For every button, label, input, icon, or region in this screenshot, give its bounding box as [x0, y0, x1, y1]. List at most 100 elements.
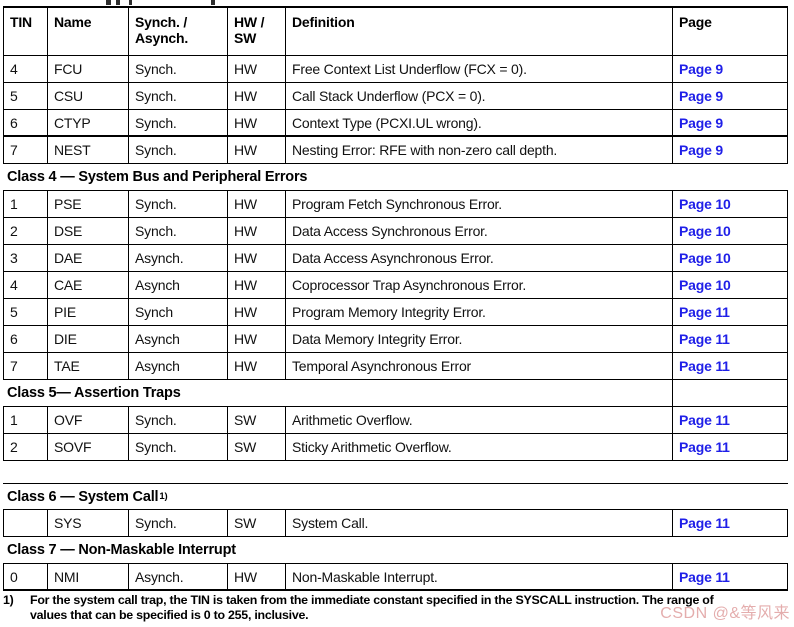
cell-name: CSU — [48, 83, 129, 109]
cell-page: Page 10 — [673, 245, 787, 271]
cell-definition: Coprocessor Trap Asynchronous Error. — [286, 272, 673, 298]
cell-sync-asynch: Synch. — [129, 137, 228, 163]
table-row: 5 PIE Synch HW Program Memory Integrity … — [3, 299, 788, 326]
cell-tin: 4 — [4, 56, 48, 82]
page-link[interactable]: Page 9 — [679, 88, 723, 104]
cell-tin — [4, 510, 48, 536]
clipped-text-remnant — [116, 0, 120, 5]
section-row: Class 7 — Non-Maskable Interrupt — [3, 537, 788, 564]
column-header-name: Name — [48, 8, 129, 55]
cell-sync-asynch: Synch. — [129, 110, 228, 135]
table-row: 6 DIE Asynch HW Data Memory Integrity Er… — [3, 326, 788, 353]
page-link[interactable]: Page 9 — [679, 61, 723, 77]
cell-hw-sw: HW — [228, 353, 286, 379]
cell-tin: 1 — [4, 407, 48, 433]
cell-definition: System Call. — [286, 510, 673, 536]
cell-tin: 4 — [4, 272, 48, 298]
cell-sync-asynch: Synch. — [129, 56, 228, 82]
cell-sync-asynch: Synch. — [129, 83, 228, 109]
cell-page: Page 10 — [673, 191, 787, 217]
cell-name: DAE — [48, 245, 129, 271]
section-label: Class 7 — Non-Maskable Interrupt — [7, 542, 236, 558]
trap-types-table: TIN Name Synch. / Asynch. HW / SW Definition Pa… — [3, 6, 788, 591]
cell-definition: Temporal Asynchronous Error — [286, 353, 673, 379]
page-link[interactable]: Page 11 — [679, 304, 730, 320]
page-link[interactable]: Page 10 — [679, 196, 731, 212]
page-link[interactable]: Page 9 — [679, 142, 723, 158]
cell-sync-asynch: Synch. — [129, 434, 228, 460]
cell-tin: 3 — [4, 245, 48, 271]
cell-tin: 6 — [4, 110, 48, 135]
cell-tin: 5 — [4, 83, 48, 109]
section-row: Class 6 — System Call 1) — [3, 483, 788, 510]
page-link[interactable]: Page 9 — [679, 114, 723, 131]
cell-sync-asynch: Asynch — [129, 353, 228, 379]
cell-hw-sw: HW — [228, 83, 286, 109]
cell-name: FCU — [48, 56, 129, 82]
section-page-cell — [673, 380, 787, 406]
cell-definition: Call Stack Underflow (PCX = 0). — [286, 83, 673, 109]
cell-hw-sw: SW — [228, 407, 286, 433]
page-link[interactable]: Page 10 — [679, 223, 731, 239]
table-row: SYS Synch. SW System Call. Page 11 — [3, 510, 788, 537]
cell-page: Page 11 — [673, 353, 787, 379]
cell-tin: 6 — [4, 326, 48, 352]
cell-tin: 7 — [4, 137, 48, 163]
watermark: CSDN @&等风来 — [660, 605, 790, 622]
cell-name: DIE — [48, 326, 129, 352]
cell-hw-sw: HW — [228, 299, 286, 325]
page-link[interactable]: Page 11 — [679, 515, 730, 531]
cell-hw-sw: HW — [228, 191, 286, 217]
section-label: Class 4 — System Bus and Peripheral Erro… — [7, 169, 308, 185]
cell-definition: Nesting Error: RFE with non-zero call de… — [286, 137, 673, 163]
table-row: 1 OVF Synch. SW Arithmetic Overflow. Pag… — [3, 407, 788, 434]
page-link[interactable]: Page 11 — [679, 568, 730, 585]
section-label: Class 5— Assertion Traps — [3, 380, 673, 406]
cell-tin: 5 — [4, 299, 48, 325]
column-header-page: Page — [679, 14, 712, 30]
cell-sync-asynch: Synch. — [129, 191, 228, 217]
cell-hw-sw: HW — [228, 272, 286, 298]
cell-definition: Data Access Asynchronous Error. — [286, 245, 673, 271]
cell-hw-sw: SW — [228, 510, 286, 536]
table-row: 5 CSU Synch. HW Call Stack Underflow (PC… — [3, 83, 788, 110]
page-link[interactable]: Page 10 — [679, 250, 731, 266]
cell-page: Page 9 — [673, 137, 787, 163]
cell-page: Page 10 — [673, 272, 787, 298]
table-gap — [3, 461, 788, 483]
cell-name: PSE — [48, 191, 129, 217]
cell-hw-sw: HW — [228, 564, 286, 589]
table-row: 7 TAE Asynch HW Temporal Asynchronous Er… — [3, 353, 788, 380]
table-row: 2 DSE Synch. HW Data Access Synchronous … — [3, 218, 788, 245]
page-link[interactable]: Page 11 — [679, 412, 730, 428]
page-link[interactable]: Page 10 — [679, 277, 731, 293]
cell-sync-asynch: Asynch. — [129, 564, 228, 589]
cell-sync-asynch: Synch. — [129, 407, 228, 433]
column-header-sync: Synch. / Asynch. — [129, 8, 228, 55]
section-row: Class 5— Assertion Traps — [3, 380, 788, 407]
cell-name: CAE — [48, 272, 129, 298]
cell-page: Page 11 — [673, 434, 787, 460]
cell-definition: Free Context List Underflow (FCX = 0). — [286, 56, 673, 82]
cell-name: DSE — [48, 218, 129, 244]
cell-hw-sw: HW — [228, 218, 286, 244]
footnote-marker: 1) — [3, 593, 14, 607]
page-link[interactable]: Page 11 — [679, 358, 730, 374]
cell-hw-sw: HW — [228, 245, 286, 271]
cell-sync-asynch: Synch — [129, 299, 228, 325]
column-header-tin: TIN — [4, 8, 48, 55]
page-link[interactable]: Page 11 — [679, 331, 730, 347]
table-row: 0 NMI Asynch. HW Non-Maskable Interrupt.… — [3, 564, 788, 591]
cell-sync-asynch: Asynch — [129, 326, 228, 352]
section-footnote-ref: 1) — [159, 490, 168, 502]
page-link[interactable]: Page 11 — [679, 439, 730, 455]
cell-hw-sw: HW — [228, 137, 286, 163]
column-header-definition: Definition — [286, 8, 673, 55]
cell-page: Page 11 — [673, 407, 787, 433]
cell-definition: Arithmetic Overflow. — [286, 407, 673, 433]
clipped-text-remnant — [129, 0, 132, 5]
cell-definition: Data Memory Integrity Error. — [286, 326, 673, 352]
table-body: 4 FCU Synch. HW Free Context List Underf… — [3, 56, 788, 591]
cell-page: Page 9 — [673, 110, 787, 135]
cell-tin: 1 — [4, 191, 48, 217]
